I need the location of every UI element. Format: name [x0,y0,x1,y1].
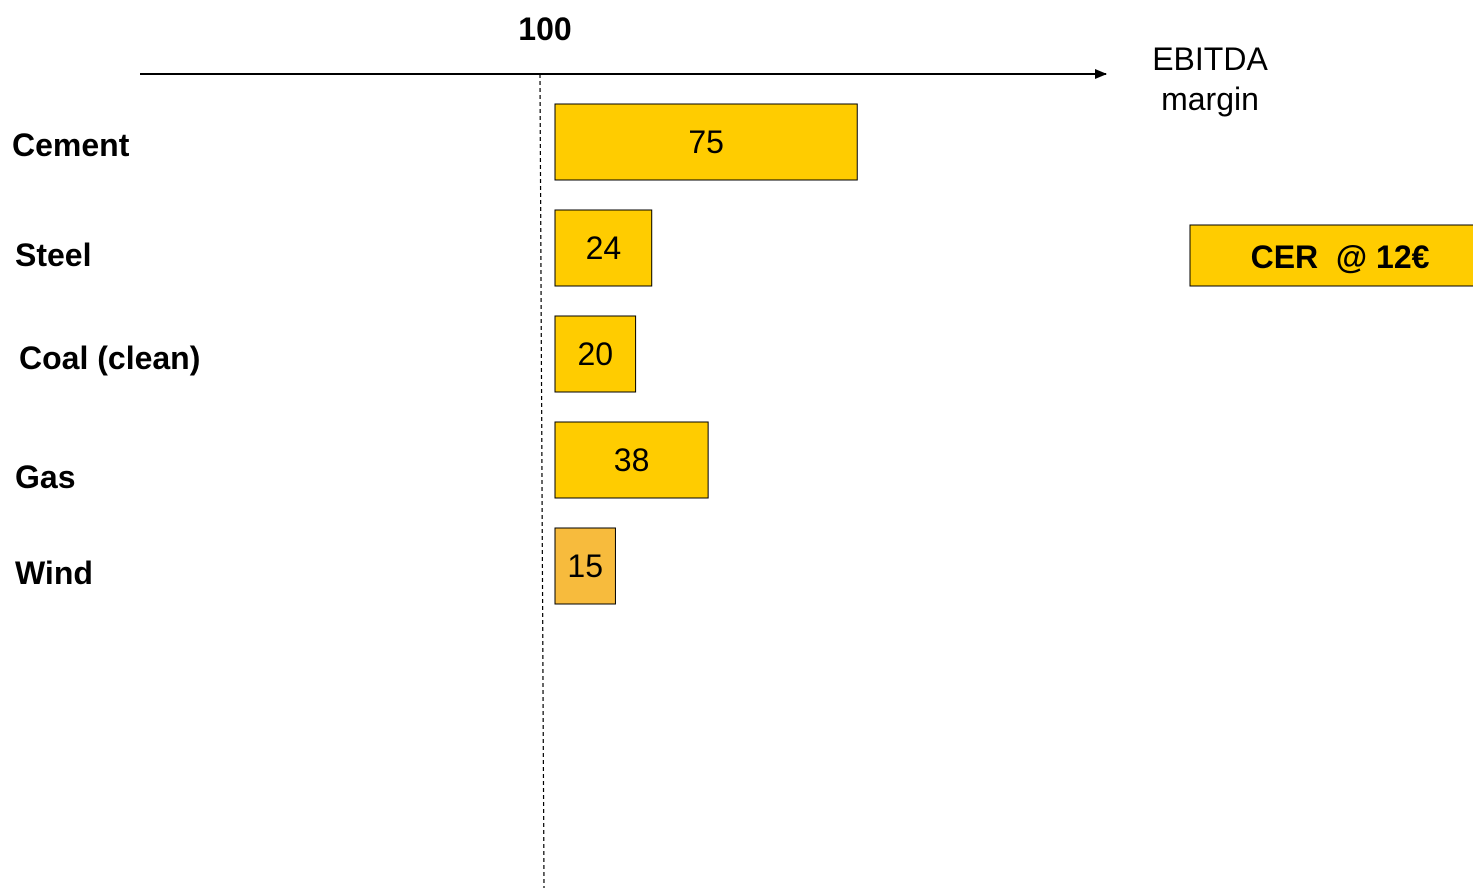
category-label: Steel [15,237,91,273]
axis-label-line1: EBITDA [1152,41,1268,77]
bar-coal-clean [554,315,637,393]
bar-steel [554,209,653,287]
category-label: Wind [15,555,93,591]
bar-gas [554,421,709,499]
bar-value-label: 38 [614,442,650,478]
bar-value-label: 20 [578,336,614,372]
reference-label: 100 [518,11,571,47]
cer-badge-box [1189,224,1473,287]
bar-value-label: 75 [688,124,724,160]
category-label: Coal (clean) [19,340,200,376]
axis-label-line2: margin [1161,81,1259,117]
cer-badge-label: CER @ 12€ [1251,239,1430,275]
bar-value-label: 15 [567,548,603,584]
category-label: Cement [12,127,130,163]
bar-wind [554,527,616,605]
bar-value-label: 24 [586,230,622,266]
category-label: Gas [15,459,75,495]
reference-line [539,73,545,888]
bar-cement [554,103,858,181]
